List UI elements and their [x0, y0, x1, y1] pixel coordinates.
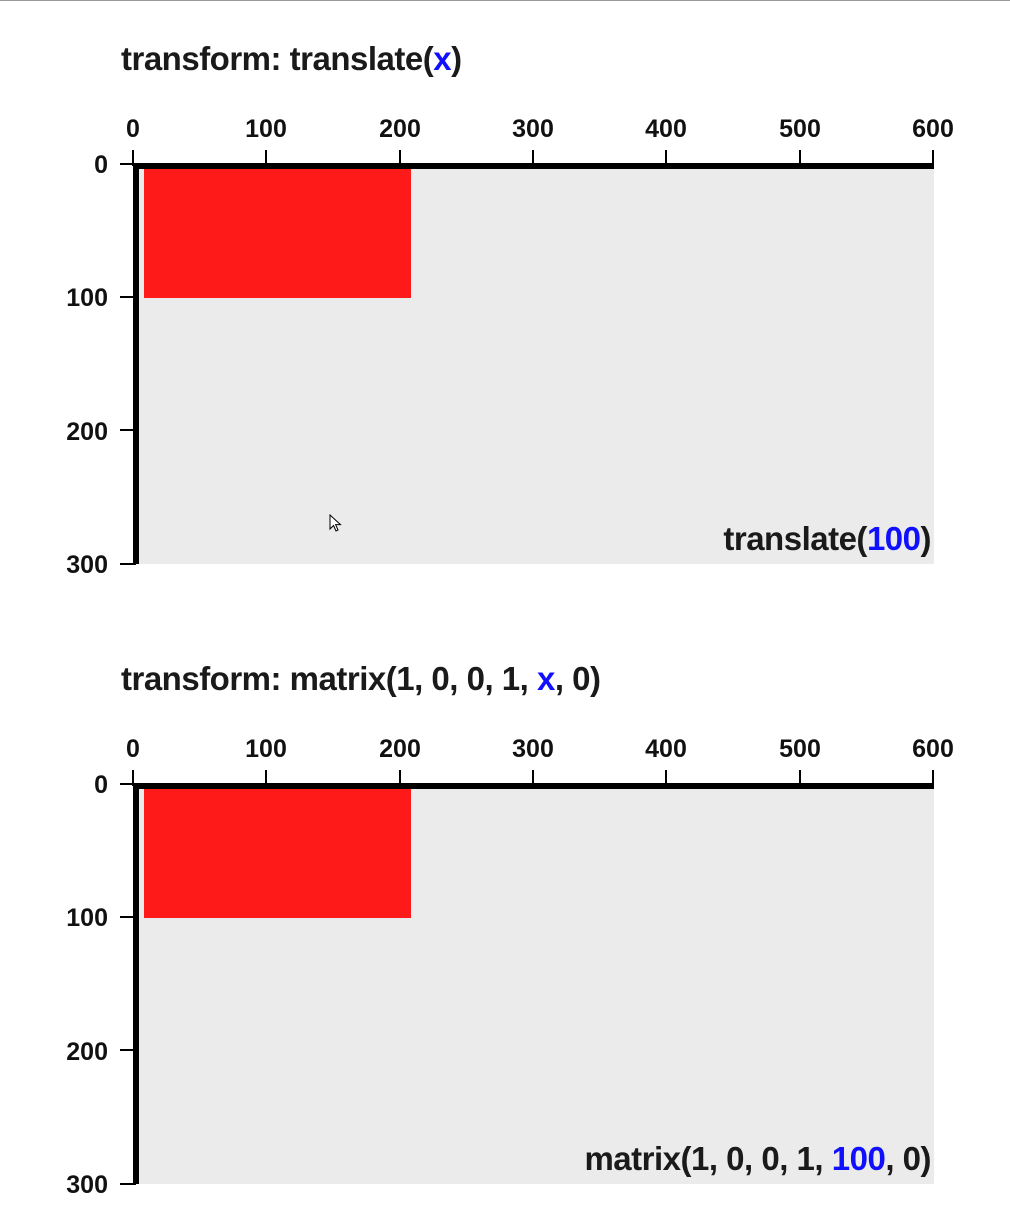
- x-tick-label: 200: [379, 115, 421, 143]
- mouse-pointer-icon: [329, 514, 342, 532]
- x-tick-label: 100: [245, 735, 287, 763]
- caption-prefix: matrix(1, 0, 0, 1,: [584, 1140, 832, 1177]
- y-tick-label: 300: [66, 551, 108, 579]
- title-prefix: transform: translate(: [121, 40, 434, 77]
- title-prefix: transform: matrix(1, 0, 0, 1,: [121, 660, 537, 697]
- transform-caption: translate(100): [723, 520, 931, 558]
- caption-suffix: ): [920, 520, 932, 557]
- x-tick-label: 400: [645, 735, 687, 763]
- y-axis-ticks: [120, 783, 136, 1185]
- panel-translate: transform: translate(x) 0 100 200 300 40…: [0, 0, 1010, 580]
- y-tick-label: 300: [66, 1171, 108, 1199]
- y-tick-label: 200: [66, 418, 108, 446]
- x-tick-label: 0: [126, 735, 140, 763]
- y-tick-label: 0: [94, 771, 108, 799]
- panel-matrix: transform: matrix(1, 0, 0, 1, x, 0) 0 10…: [0, 620, 1010, 1200]
- y-tick-label: 100: [66, 284, 108, 312]
- y-tick-label: 200: [66, 1038, 108, 1066]
- title-suffix: ): [451, 40, 462, 77]
- translated-rectangle: [144, 786, 411, 918]
- y-axis-ticks: [120, 163, 136, 565]
- caption-prefix: translate(: [723, 520, 867, 557]
- x-tick-label: 600: [912, 115, 954, 143]
- coordinate-plot: 0 100 200 300 400 500 600 0 100 200 300: [66, 115, 954, 579]
- translated-rectangle: [144, 166, 411, 298]
- x-tick-label: 500: [779, 735, 821, 763]
- y-tick-label: 0: [94, 151, 108, 179]
- x-tick-label: 200: [379, 735, 421, 763]
- x-tick-label: 300: [512, 115, 554, 143]
- x-tick-label: 100: [245, 115, 287, 143]
- top-border: [0, 0, 1010, 1]
- caption-value: 100: [831, 1140, 886, 1177]
- panel-title: transform: matrix(1, 0, 0, 1, x, 0): [121, 660, 601, 698]
- caption-suffix: , 0): [885, 1140, 931, 1177]
- x-tick-label: 500: [779, 115, 821, 143]
- x-tick-label: 400: [645, 115, 687, 143]
- y-tick-label: 100: [66, 904, 108, 932]
- title-suffix: , 0): [554, 660, 601, 697]
- caption-value: 100: [866, 520, 921, 557]
- coordinate-plot: 0 100 200 300 400 500 600 0 100 200 300: [66, 735, 954, 1199]
- x-tick-label: 300: [512, 735, 554, 763]
- transform-caption: matrix(1, 0, 0, 1, 100, 0): [584, 1140, 931, 1178]
- x-tick-label: 600: [912, 735, 954, 763]
- title-variable: x: [536, 660, 555, 697]
- panel-title: transform: translate(x): [121, 40, 462, 78]
- x-tick-label: 0: [126, 115, 140, 143]
- title-variable: x: [433, 40, 452, 77]
